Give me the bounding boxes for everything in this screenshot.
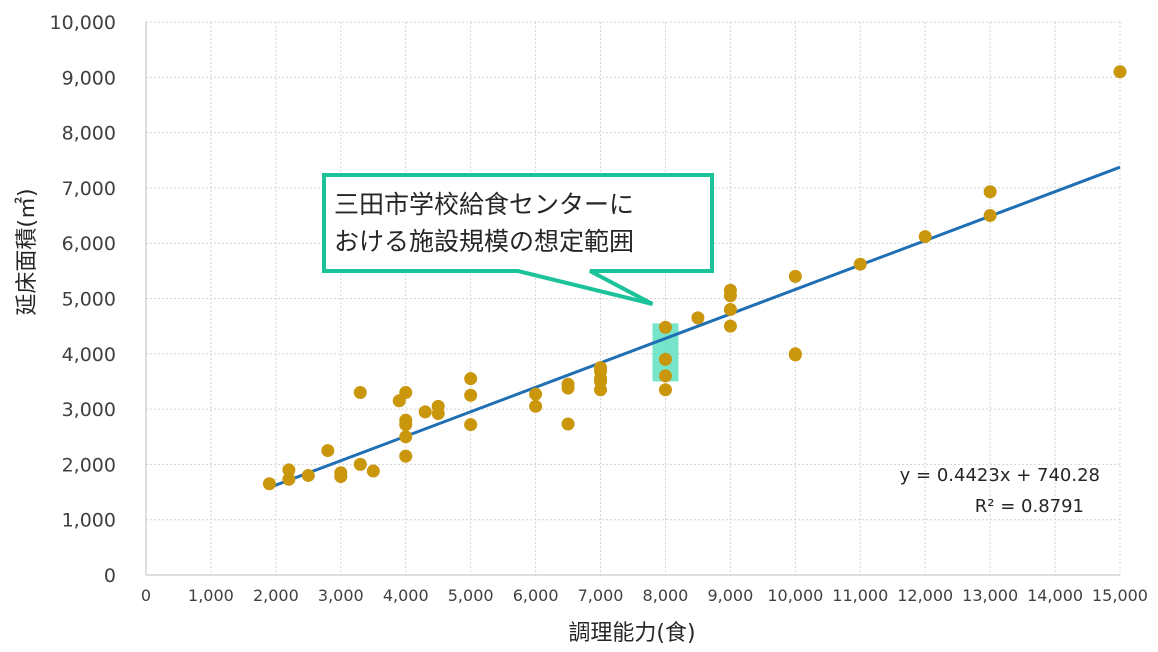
data-point <box>691 311 705 325</box>
data-point <box>464 418 478 432</box>
x-tick-label: 14,000 <box>1027 586 1083 605</box>
data-point <box>399 418 413 432</box>
data-point <box>561 417 575 431</box>
x-tick-label: 15,000 <box>1092 586 1148 605</box>
data-points <box>262 65 1127 491</box>
data-point <box>788 348 802 362</box>
trend-equation: y = 0.4423x + 740.28 <box>900 465 1100 486</box>
data-point <box>983 209 997 223</box>
y-tick-label: 2,000 <box>62 454 116 476</box>
x-tick-label: 6,000 <box>513 586 559 605</box>
data-point <box>399 386 413 400</box>
y-tick-label: 4,000 <box>62 344 116 366</box>
x-tick-label: 12,000 <box>897 586 953 605</box>
data-point <box>301 468 315 482</box>
y-tick-label: 9,000 <box>62 67 116 89</box>
y-tick-label: 7,000 <box>62 178 116 200</box>
y-tick-label: 3,000 <box>62 399 116 421</box>
data-point <box>658 369 672 383</box>
data-point <box>658 320 672 334</box>
x-tick-label: 10,000 <box>767 586 823 605</box>
data-point <box>723 289 737 303</box>
data-point <box>529 387 543 401</box>
data-point <box>418 405 432 419</box>
gridlines <box>146 21 1121 575</box>
data-point <box>282 463 296 477</box>
callout-line-1: 三田市学校給食センターに <box>334 190 634 219</box>
data-point <box>353 457 367 471</box>
x-tick-label: 8,000 <box>643 586 689 605</box>
data-point <box>431 407 445 421</box>
callout-line-2: おける施設規模の想定範囲 <box>334 227 634 256</box>
data-point <box>262 477 276 491</box>
x-tick-label: 1,000 <box>188 586 234 605</box>
y-tick-label: 8,000 <box>62 123 116 145</box>
data-point <box>334 470 348 484</box>
callout: 三田市学校給食センターに おける施設規模の想定範囲 <box>322 173 714 306</box>
data-point <box>353 386 367 400</box>
y-axis-title: 延床面積(㎡) <box>14 188 40 315</box>
x-tick-label: 11,000 <box>832 586 888 605</box>
data-point <box>918 230 932 244</box>
data-point <box>983 185 997 199</box>
y-tick-label: 6,000 <box>62 233 116 255</box>
data-point <box>723 303 737 317</box>
tick-labels: 0 1,000 2,000 3,000 4,000 5,000 6,000 7,000 8,00… <box>50 12 1148 605</box>
x-axis-title: 調理能力(食) <box>568 621 695 646</box>
y-tick-label: 1,000 <box>62 510 116 532</box>
callout-box <box>322 173 714 306</box>
x-tick-label: 0 <box>141 586 151 605</box>
y-tick-label: 10,000 <box>50 12 116 34</box>
x-tick-label: 9,000 <box>707 586 753 605</box>
data-point <box>366 464 380 478</box>
data-point <box>464 372 478 386</box>
y-tick-label: 5,000 <box>62 289 116 311</box>
data-point <box>529 399 543 413</box>
data-point <box>399 449 413 463</box>
axes <box>145 22 1120 576</box>
data-point <box>561 381 575 395</box>
r-squared: R² = 0.8791 <box>975 496 1084 517</box>
data-point <box>282 472 296 486</box>
x-tick-label: 13,000 <box>962 586 1018 605</box>
x-tick-label: 3,000 <box>318 586 364 605</box>
data-point <box>658 352 672 366</box>
callout-line-2-rest: ける施設規模の想定範囲 <box>359 227 634 256</box>
data-point <box>723 319 737 333</box>
data-point <box>464 388 478 402</box>
data-point <box>594 383 608 397</box>
data-point <box>788 269 802 283</box>
y-tick-label: 0 <box>104 565 116 587</box>
data-point <box>853 257 867 271</box>
x-tick-label: 2,000 <box>253 586 299 605</box>
data-point <box>1113 65 1127 79</box>
callout-line-2-first-char: お <box>334 227 359 256</box>
data-point <box>399 430 413 444</box>
x-tick-label: 4,000 <box>383 586 429 605</box>
x-tick-label: 7,000 <box>578 586 624 605</box>
x-tick-label: 5,000 <box>448 586 494 605</box>
data-point <box>321 444 335 458</box>
data-point <box>658 383 672 397</box>
